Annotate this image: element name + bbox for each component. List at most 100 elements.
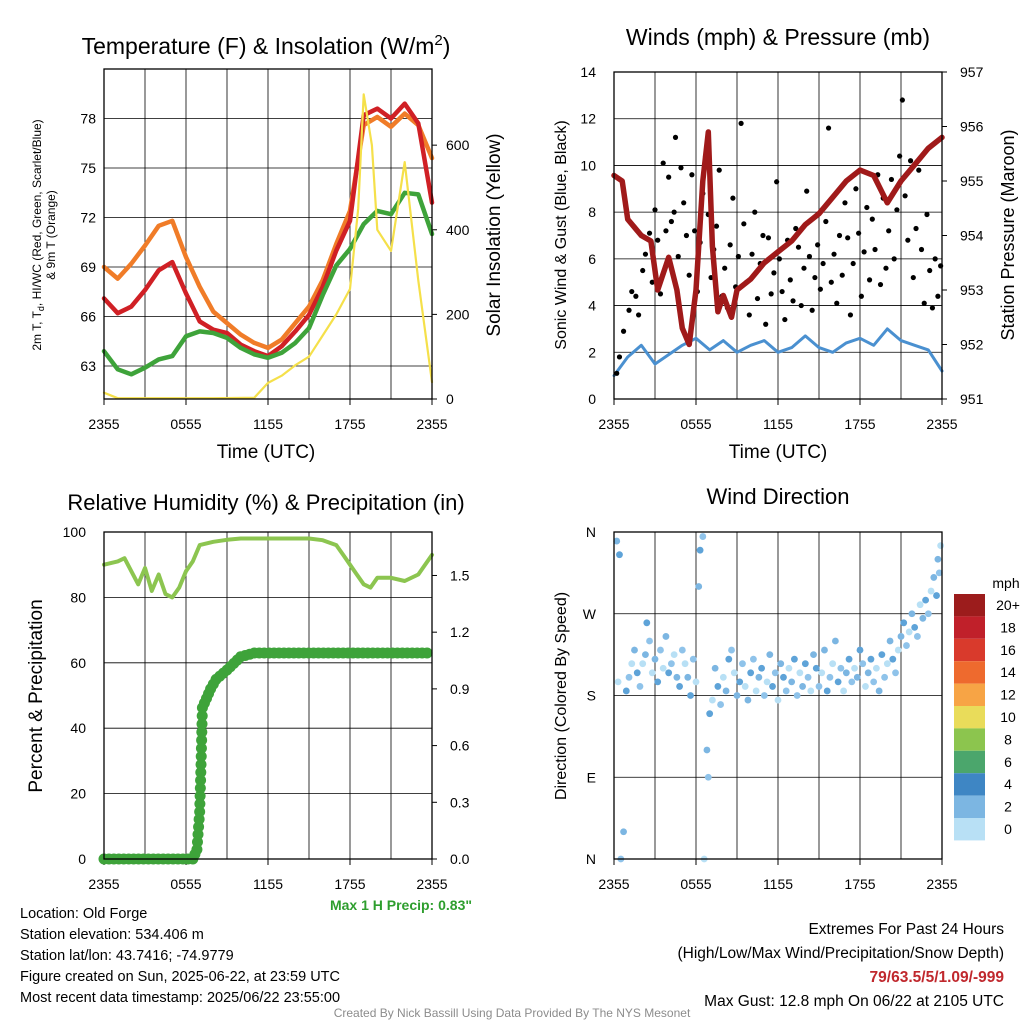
gust-point: [716, 167, 722, 173]
gust-point: [749, 251, 755, 257]
gust-point: [913, 225, 919, 232]
direction-point: [856, 646, 864, 654]
gust-point: [918, 246, 925, 253]
direction-point: [730, 669, 738, 677]
gust-point: [806, 253, 813, 260]
plot-frame: [103, 68, 433, 400]
gust-point: [817, 286, 823, 292]
gust-point: [872, 246, 878, 253]
legend-label: 18: [1000, 619, 1016, 635]
gust-point: [776, 256, 782, 262]
direction-point: [810, 651, 817, 659]
direction-point: [834, 678, 842, 686]
direction-point: [704, 773, 712, 781]
x-tick-label: 1155: [763, 876, 793, 892]
gust-point: [629, 288, 635, 295]
legend-label: 10: [1000, 709, 1016, 725]
direction-point: [625, 673, 633, 681]
direction-point: [829, 660, 837, 668]
x-tick-label: 2355: [416, 876, 447, 892]
gust-point: [891, 256, 897, 262]
legend-label: 16: [1000, 642, 1016, 658]
gust-point: [741, 221, 747, 227]
y-tick-label-direction: N: [586, 851, 596, 867]
y-tick-label-right: 955: [960, 173, 984, 189]
y-tick-label-left: 4: [588, 298, 596, 314]
precip-point: [194, 782, 206, 794]
gust-point: [869, 216, 875, 222]
gust-point: [722, 265, 728, 271]
gust-point: [798, 302, 804, 309]
direction-point: [678, 646, 686, 654]
gust-point: [730, 195, 736, 201]
gust-point: [801, 265, 807, 271]
gust-point: [853, 186, 859, 192]
direction-point: [930, 574, 938, 581]
direction-point: [911, 623, 919, 631]
direction-point: [654, 678, 662, 686]
precip-point: [196, 710, 208, 722]
precip-point: [195, 774, 207, 786]
gust-point: [616, 354, 623, 360]
gust-point: [657, 291, 664, 297]
gust-point: [666, 174, 672, 180]
gust-point: [663, 228, 669, 234]
direction-point: [670, 651, 678, 659]
winds-xlabel: Time (UTC): [729, 442, 828, 463]
y-tick-label-right: 0.0: [450, 851, 470, 867]
direction-point: [676, 683, 683, 690]
x-tick-label: 1755: [844, 876, 875, 892]
y-tick-label-left: 10: [580, 157, 596, 173]
x-tick-label: 1755: [844, 416, 875, 432]
gust-point: [877, 281, 884, 288]
direction-point: [646, 637, 653, 645]
y-tick-label-left: 6: [588, 251, 596, 267]
gust-point: [929, 305, 936, 311]
direction-point: [815, 683, 823, 690]
direction-point: [840, 687, 847, 695]
gust-point: [910, 274, 916, 281]
y-tick-label-direction: S: [587, 688, 596, 704]
y-tick-label-left: 14: [580, 64, 596, 80]
y-tick-label-left: 0: [78, 851, 86, 867]
direction-point: [853, 673, 861, 681]
speed-legend-title: mph: [992, 575, 1019, 591]
direction-point: [914, 633, 921, 640]
gust-point: [681, 200, 687, 206]
gust-point: [932, 256, 938, 262]
gust-point: [790, 298, 796, 304]
gust-point: [842, 200, 848, 206]
direction-point: [752, 687, 760, 695]
precip-point: [196, 734, 208, 746]
gust-point: [671, 209, 677, 215]
direction-point: [741, 683, 749, 690]
direction-point: [631, 646, 638, 654]
y-tick-label-left: 66: [80, 309, 96, 325]
direction-point: [791, 655, 798, 663]
gust-point: [927, 267, 933, 274]
direction-point: [739, 660, 746, 668]
gust-point: [864, 204, 870, 211]
gust-point: [752, 209, 758, 215]
precip-point: [194, 790, 206, 802]
winds-ylabel-left: Sonic Wind & Gust (Blue, Black): [553, 120, 570, 349]
gust-point: [746, 312, 752, 318]
direction-point: [894, 646, 902, 654]
direction-point: [919, 614, 927, 622]
temperature-xlabel: Time (UTC): [217, 442, 316, 463]
winds-title: Winds (mph) & Pressure (mb): [626, 24, 930, 50]
direction-point: [864, 669, 872, 677]
gust-point: [935, 293, 941, 299]
temperature-panel: Temperature (F) & Insolation (W/m2) 2m T…: [30, 32, 505, 463]
precip-point: [195, 750, 207, 762]
direction-point: [782, 687, 790, 695]
precip-point: [194, 798, 206, 810]
gust-point: [804, 188, 810, 194]
legend-label: 4: [1004, 776, 1012, 792]
gust-point: [902, 193, 908, 199]
gust-point: [649, 279, 655, 285]
temperature-ylabel-left-line2: & 9m T (Orange): [44, 190, 58, 280]
y-tick-label-right: 952: [960, 337, 984, 353]
direction-point: [908, 610, 916, 618]
temperature-ylabel-left: 2m T, Td, HI/WC (Red, Green, Scarlet/Blu…: [30, 119, 46, 350]
